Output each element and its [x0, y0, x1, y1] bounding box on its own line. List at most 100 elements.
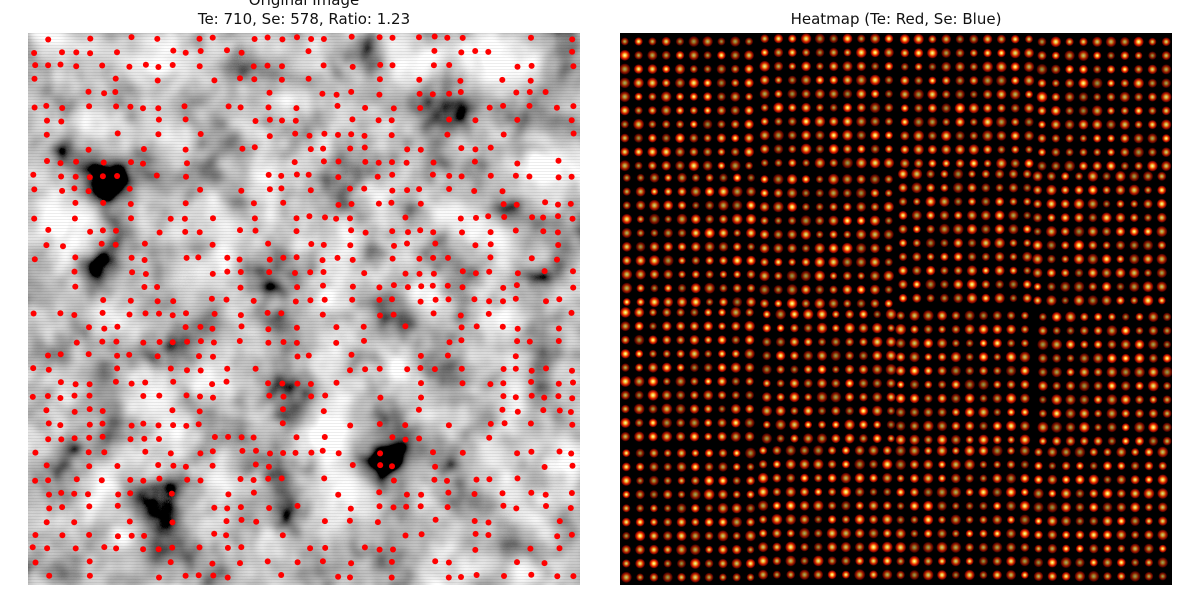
heatmap-peak: [939, 252, 949, 262]
heatmap-peak: [996, 103, 1007, 113]
atom-marker: [127, 436, 134, 443]
heatmap-peak: [955, 48, 965, 58]
heatmap-peak: [772, 501, 782, 511]
heatmap-peak: [885, 350, 897, 362]
heatmap-peak: [814, 130, 826, 141]
heatmap-peak: [830, 378, 841, 389]
heatmap-peak: [897, 168, 909, 180]
atom-marker: [376, 546, 383, 553]
heatmap-peak: [925, 224, 936, 234]
heatmap-peak: [855, 74, 868, 86]
heatmap-peak: [1034, 516, 1043, 526]
atom-marker: [210, 353, 216, 360]
atom-marker: [389, 463, 395, 470]
heatmap-peak: [1135, 312, 1144, 322]
heatmap-peak: [1010, 61, 1021, 72]
atom-marker: [58, 489, 65, 496]
heatmap-peak: [894, 323, 907, 336]
atom-marker: [128, 380, 135, 387]
atom-marker: [45, 366, 52, 373]
heatmap-peak: [1078, 161, 1089, 171]
heatmap-peak: [743, 77, 755, 89]
heatmap-peak: [1092, 51, 1102, 61]
heatmap-peak: [925, 169, 936, 179]
heatmap-peak: [1050, 36, 1062, 48]
atom-marker: [349, 256, 356, 263]
atom-marker: [430, 270, 437, 277]
atom-marker: [472, 146, 479, 153]
heatmap-peak: [1106, 380, 1118, 392]
atom-marker: [307, 297, 314, 304]
heatmap-peak: [787, 257, 797, 267]
atom-marker: [113, 227, 119, 234]
atom-marker: [472, 546, 479, 553]
heatmap-peak: [1148, 395, 1158, 405]
heatmap-peak: [1064, 64, 1075, 75]
heatmap-peak: [743, 348, 756, 360]
heatmap-peak: [900, 103, 910, 113]
atom-marker: [333, 215, 340, 222]
heatmap-peak: [760, 34, 770, 44]
heatmap-peak: [991, 473, 1003, 484]
heatmap-peak: [1074, 474, 1086, 485]
heatmap-peak: [1088, 488, 1099, 499]
atom-marker: [278, 76, 285, 83]
heatmap-peak: [772, 570, 782, 580]
atom-marker: [335, 201, 342, 208]
heatmap-peak: [1088, 474, 1100, 486]
heatmap-peak: [716, 376, 728, 387]
heatmap-peak: [885, 392, 897, 403]
atom-marker: [32, 532, 39, 538]
heatmap-peak: [994, 209, 1006, 221]
heatmap-peak: [634, 321, 645, 332]
heatmap-peak: [1077, 49, 1090, 62]
atom-marker: [126, 351, 133, 358]
atom-marker: [32, 449, 39, 456]
heatmap-peak: [688, 147, 699, 157]
heatmap-peak: [716, 91, 727, 102]
atom-marker: [320, 282, 326, 289]
heatmap-peak: [955, 34, 965, 44]
atom-marker: [31, 256, 38, 263]
heatmap-peak: [909, 393, 920, 404]
atom-marker: [431, 33, 438, 40]
atom-marker: [294, 502, 301, 509]
heatmap-peak: [702, 78, 713, 88]
heatmap-peak: [787, 75, 798, 85]
atom-marker: [376, 284, 383, 291]
heatmap-peak: [648, 37, 657, 46]
heatmap-peak: [1147, 64, 1158, 75]
heatmap-peak: [995, 60, 1008, 73]
heatmap-peak: [1078, 421, 1091, 434]
atom-marker: [72, 199, 79, 206]
heatmap-peak: [803, 364, 813, 375]
heatmap-peak: [776, 434, 786, 443]
heatmap-peak: [662, 349, 672, 359]
atom-marker: [278, 185, 285, 192]
heatmap-peak: [1019, 500, 1031, 512]
heatmap-peak: [761, 391, 773, 403]
heatmap-peak: [953, 251, 964, 262]
heatmap-peak: [787, 116, 798, 127]
heatmap-peak: [716, 105, 727, 116]
heatmap-peak: [717, 37, 726, 46]
heatmap-peak: [774, 75, 783, 85]
heatmap-peak: [912, 197, 921, 206]
heatmap-peak: [789, 378, 800, 389]
atom-marker: [501, 573, 507, 579]
heatmap-peak: [620, 571, 633, 584]
atom-marker: [100, 199, 107, 206]
heatmap-peak: [991, 514, 1003, 526]
heatmap-peak: [884, 33, 894, 44]
atom-marker: [44, 545, 51, 552]
heatmap-peak: [814, 88, 826, 100]
atom-marker: [307, 545, 314, 552]
atom-marker: [514, 408, 521, 415]
heatmap-peak: [1075, 544, 1085, 554]
heatmap-peak: [620, 306, 632, 319]
heatmap-peak: [759, 129, 771, 141]
heatmap-peak: [675, 37, 685, 46]
heatmap-peak: [1019, 351, 1031, 363]
heatmap-peak: [1092, 64, 1102, 74]
heatmap-peak: [799, 542, 810, 552]
